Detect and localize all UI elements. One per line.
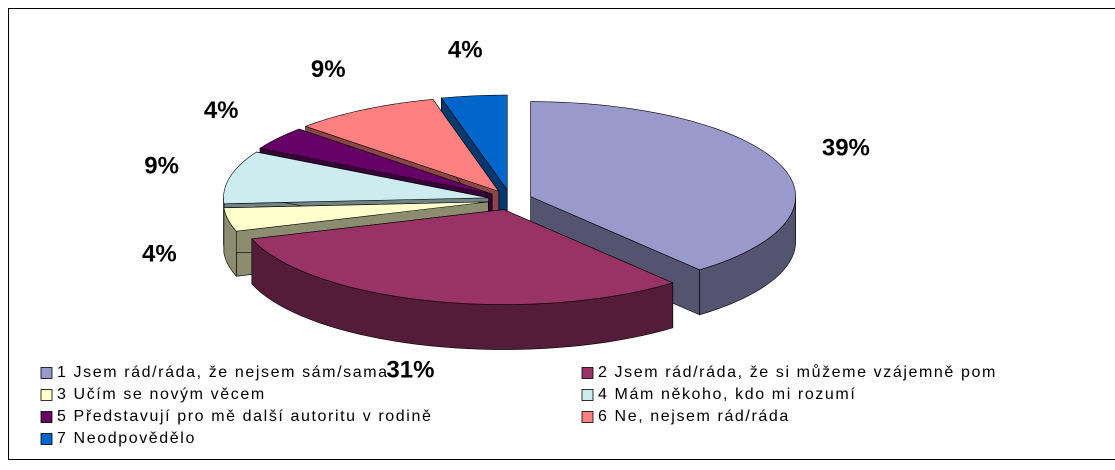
legend-swatch [581,367,594,379]
legend-label: 7 Neodpovědělo [57,430,196,447]
legend-label: 4 Mám někoho, kdo mi rozumí [598,386,856,403]
slice [251,209,674,350]
data-label: 4% [204,97,239,124]
slice-top [251,209,674,305]
legend-swatch [40,411,53,423]
legend-swatch [581,389,594,401]
legend-swatch [581,411,594,423]
legend-swatch [40,367,53,379]
slice-top [223,151,489,205]
data-label: 9% [311,56,346,83]
data-label: 4% [142,240,177,267]
legend-label: 3 Učím se novým věcem [57,386,266,403]
legend-label: 2 Jsem rád/ráda, že si můžeme vzájemně p… [598,363,997,381]
slice-top [304,99,500,192]
data-label: 31% [386,356,434,383]
slice-top [223,201,489,232]
slice-top [440,94,508,192]
data-label: 39% [822,135,870,162]
data-label: 4% [448,37,483,64]
legend-label: 5 Představují pro mě další autoritu v ro… [57,408,432,425]
legend-swatch [40,433,53,445]
slice-top [530,101,796,271]
legend-label: 6 Ne, nejsem rád/ráda [598,408,790,425]
legend-swatch [40,389,53,401]
legend-label: 1 Jsem rád/ráda, že nejsem sám/sama [57,364,389,381]
data-label: 9% [144,153,179,180]
slice-top [259,128,493,195]
